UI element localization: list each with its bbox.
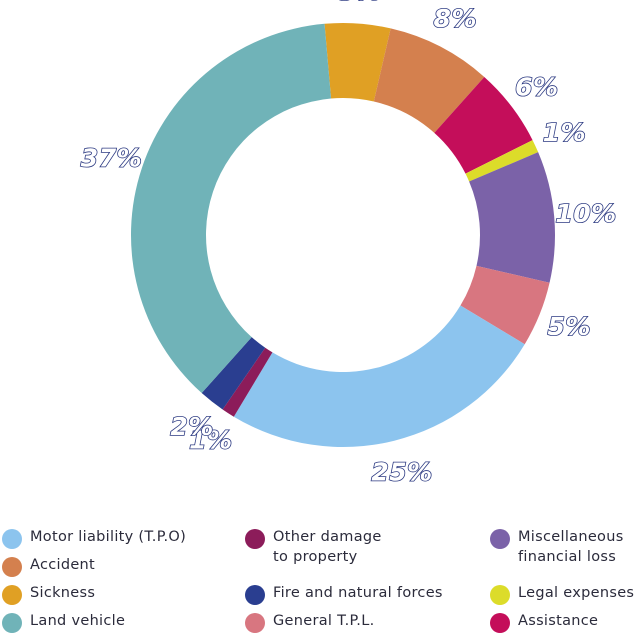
slice-sickness: [324, 23, 391, 102]
legend-swatch: [245, 613, 265, 633]
legend-swatch: [490, 529, 510, 549]
pct-label-assistance: 6%: [515, 72, 558, 101]
legend-item-sickness: Sickness: [2, 583, 95, 605]
legend-item-legal-expenses: Legal expenses: [490, 583, 634, 605]
legend-label: Accident: [30, 557, 96, 573]
legend-item-land-vehicle: Land vehicle: [2, 611, 125, 633]
legend-item-assistance: Assistance: [490, 611, 598, 633]
legend-item-misc-financial-loss: Miscellaneous financial loss: [490, 527, 624, 567]
pct-label-motor-liability-t-p-o: 25%: [371, 457, 432, 486]
legend-label: Other damage to property: [273, 529, 382, 565]
slice-legal-expenses: [465, 140, 539, 182]
legend-label: Legal expenses: [518, 585, 635, 601]
donut-slices: [130, 23, 555, 447]
pct-label-miscellaneous-financial-loss: 10%: [555, 199, 616, 228]
legend-label: Assistance: [518, 613, 599, 629]
legend-item-general-tpl: General T.P.L.: [245, 611, 374, 633]
legend-swatch: [245, 585, 265, 605]
slice-general-t-p-l: [460, 265, 550, 345]
legend-label: Miscellaneous financial loss: [518, 529, 624, 565]
slice-accident: [373, 28, 485, 133]
pct-label-sickness: 5%: [338, 0, 381, 6]
legend-swatch: [2, 613, 22, 633]
legend-swatch: [2, 585, 22, 605]
pct-label-accident: 8%: [434, 4, 477, 33]
legend-label: Fire and natural forces: [273, 585, 443, 601]
pct-label-other-damage-to-property: 1%: [189, 426, 232, 455]
legend-label: Land vehicle: [30, 613, 126, 629]
legend-swatch: [2, 529, 22, 549]
legend-label: Motor liability (T.P.O): [30, 529, 187, 545]
legend-swatch: [245, 529, 265, 549]
legend-item-motor-liability: Motor liability (T.P.O): [2, 527, 186, 549]
donut-chart: 5%8%6%1%10%5%25%1%2%37%: [80, 0, 617, 487]
legend-item-fire-natural-forces: Fire and natural forces: [245, 583, 443, 605]
chart-legend: Motor liability (T.P.O) Accident Sicknes…: [0, 522, 640, 633]
percentage-labels: 5%8%6%1%10%5%25%1%2%37%: [80, 0, 617, 487]
legend-label: Sickness: [30, 585, 96, 601]
pct-label-fire-and-natural-forces: 2%: [170, 412, 213, 441]
legend-swatch: [2, 557, 22, 577]
legend-item-accident: Accident: [2, 555, 95, 577]
legend-item-other-damage: Other damage to property: [245, 527, 382, 567]
legend-label: General T.P.L.: [273, 613, 375, 629]
pct-label-general-t-p-l: 5%: [548, 312, 591, 341]
slice-motor-liability-t-p-o: [233, 305, 525, 447]
legend-swatch: [490, 613, 510, 633]
slice-land-vehicle: [130, 23, 332, 394]
slice-miscellaneous-financial-loss: [469, 152, 555, 283]
legend-swatch: [490, 585, 510, 605]
slice-fire-and-natural-forces: [201, 337, 266, 410]
slice-assistance: [434, 76, 533, 174]
slice-other-damage-to-property: [222, 347, 273, 417]
pct-label-land-vehicle: 37%: [81, 143, 142, 172]
pct-label-legal-expenses: 1%: [543, 118, 586, 147]
